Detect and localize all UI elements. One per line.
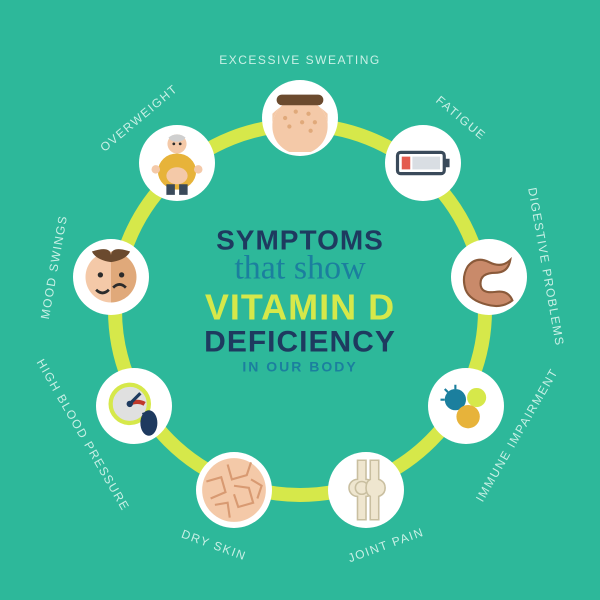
knee-joint-icon	[332, 456, 400, 524]
excessive-sweating-label: EXCESSIVE SWEATING	[219, 53, 380, 67]
immune-impairment-node	[428, 368, 504, 444]
infographic-stage: EXCESSIVE SWEATINGFATIGUEDIGESTIVE PROBL…	[0, 0, 600, 600]
intestines-icon	[455, 243, 523, 311]
digestive-problems-label: DIGESTIVE PROBLEMS	[525, 186, 567, 347]
gauge-icon	[100, 372, 168, 440]
two-faces-icon	[77, 243, 145, 311]
fat-person-icon	[143, 129, 211, 197]
germs-icon	[432, 372, 500, 440]
joint-pain-label: JOINT PAIN	[346, 525, 426, 565]
cracked-skin-icon	[200, 456, 268, 524]
sweating-head-icon	[266, 84, 334, 152]
mood-swings-node	[73, 239, 149, 315]
high-blood-pressure-node	[96, 368, 172, 444]
joint-pain-node	[328, 452, 404, 528]
mood-swings-label: MOOD SWINGS	[38, 213, 70, 320]
battery-low-icon	[389, 129, 457, 197]
dry-skin-node	[196, 452, 272, 528]
excessive-sweating-node	[262, 80, 338, 156]
title-deficiency: DEFICIENCY	[170, 326, 430, 358]
overweight-node	[139, 125, 215, 201]
digestive-problems-node	[451, 239, 527, 315]
dry-skin-label: DRY SKIN	[180, 527, 249, 563]
title-vitamin-d: VITAMIN D	[170, 289, 430, 327]
title-that-show: that show	[170, 251, 430, 287]
title-in-our-body: IN OUR BODY	[170, 360, 430, 375]
title-block: SYMPTOMS that show VITAMIN D DEFICIENCY …	[170, 225, 430, 374]
fatigue-node	[385, 125, 461, 201]
